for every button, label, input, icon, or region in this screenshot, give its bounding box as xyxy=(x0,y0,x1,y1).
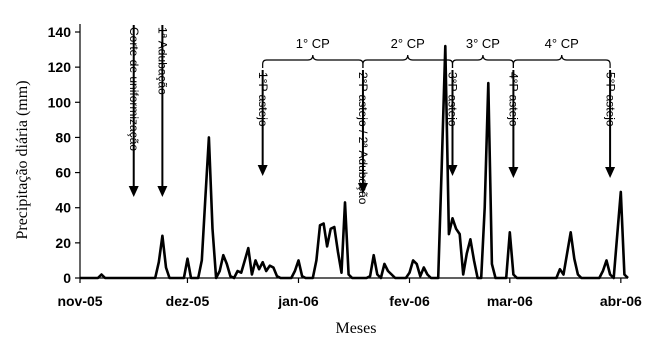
y-tick-label: 100 xyxy=(48,94,72,110)
cycle-bracket xyxy=(451,54,514,68)
axes: 0 20 40 60 80 100 120 140 nov-05 dez-05 jan-06 fev-… xyxy=(48,24,642,309)
y-axis-label: Precipitação diária (mm) xyxy=(14,80,31,239)
y-tick-label: 0 xyxy=(63,270,71,286)
annotations-layer: Corte de uniformização 1ª Adubação 1°P ast… xyxy=(127,25,617,205)
y-tick-label: 80 xyxy=(55,129,71,145)
precipitation-series-line xyxy=(80,44,629,280)
event-arrow-head xyxy=(157,186,168,197)
event-arrow-head xyxy=(128,186,139,197)
event-arrow-label: Corte de uniformização xyxy=(127,27,141,151)
x-tick-label: jan-06 xyxy=(277,293,319,309)
event-arrow-label: 1°P astejo xyxy=(256,72,270,127)
y-tick-label: 20 xyxy=(55,235,71,251)
x-tick-label: mar-06 xyxy=(487,293,533,309)
cycle-label: 3° CP xyxy=(466,36,500,51)
cycle-label: 2° CP xyxy=(391,36,425,51)
y-tick-label: 40 xyxy=(55,200,71,216)
x-tick-label: abr-06 xyxy=(600,293,642,309)
x-axis-label: Meses xyxy=(336,320,377,337)
event-arrow-label: 5°P astejo xyxy=(603,72,617,127)
event-arrow-head xyxy=(447,165,458,176)
cycle-label: 1° CP xyxy=(296,36,330,51)
x-tick-label: nov-05 xyxy=(57,293,102,309)
x-tick-label: dez-05 xyxy=(166,293,210,309)
event-arrow-label: 2°P astejo / 2ª Adubação xyxy=(356,72,370,205)
event-arrow-head xyxy=(357,183,368,194)
event-arrow-label: 1ª Adubação xyxy=(156,27,170,95)
event-arrow-head xyxy=(605,167,616,178)
y-tick-label: 60 xyxy=(55,165,71,181)
cycle-bracket xyxy=(362,54,454,68)
event-arrow-label: 3°P astejo xyxy=(446,72,460,127)
event-arrow-head xyxy=(508,167,519,178)
series-layer xyxy=(80,44,629,280)
event-arrow-head xyxy=(257,165,268,176)
x-tick-label: fev-06 xyxy=(389,293,430,309)
y-tick-label: 120 xyxy=(48,59,72,75)
y-tick-label: 140 xyxy=(48,24,72,40)
cycle-bracket xyxy=(512,54,611,68)
cycle-label: 4° CP xyxy=(545,36,579,51)
cycle-bracket xyxy=(262,54,364,68)
event-arrow-label: 4°P astejo xyxy=(507,72,521,127)
